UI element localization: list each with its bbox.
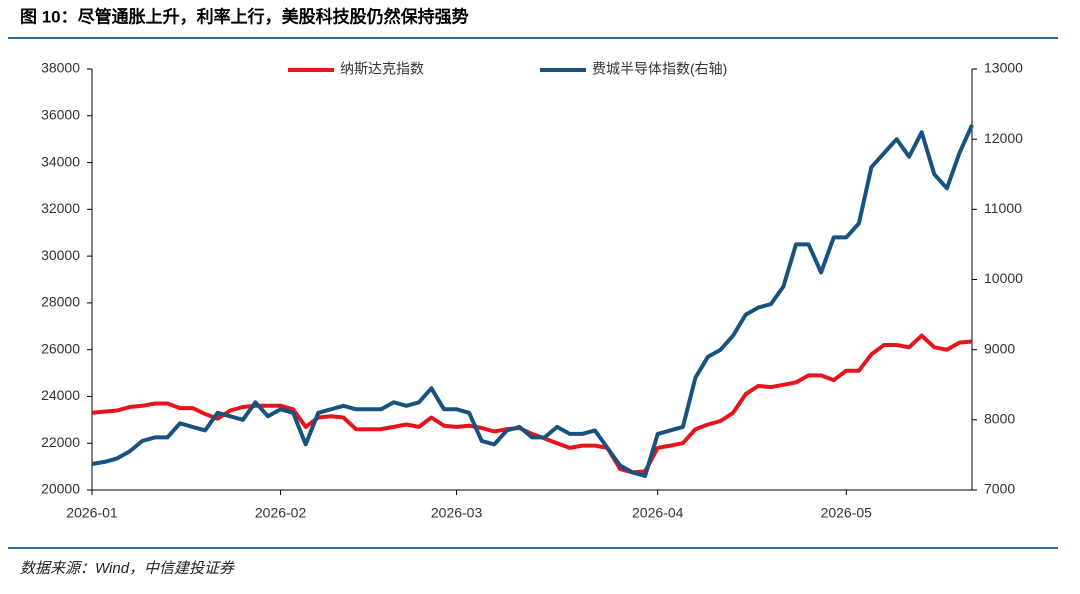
x-tick-label: 2026-02 xyxy=(255,505,307,521)
x-tick-label: 2026-04 xyxy=(632,505,684,521)
source: 数据来源：Wind，中信建投证券 xyxy=(20,560,235,577)
series-line xyxy=(91,333,973,475)
y2-tick-label: 9000 xyxy=(984,340,1015,356)
y2-tick-label: 11000 xyxy=(984,200,1022,216)
chart-title: 图 10：尽管通胀上升，利率上行，美股科技股仍然保持强势 xyxy=(20,6,469,26)
legend-label: 费城半导体指数(右轴) xyxy=(592,61,727,77)
x-tick-label: 2026-01 xyxy=(66,505,118,521)
y-tick-label: 20000 xyxy=(41,481,80,497)
y-tick-label: 26000 xyxy=(41,340,80,356)
y2-tick-label: 8000 xyxy=(984,411,1015,427)
y2-tick-label: 13000 xyxy=(984,60,1023,76)
y-tick-label: 32000 xyxy=(41,200,80,216)
y2-tick-label: 7000 xyxy=(984,481,1015,497)
y-tick-label: 36000 xyxy=(41,106,80,122)
y-tick-label: 28000 xyxy=(41,294,80,310)
y-tick-label: 22000 xyxy=(41,434,80,450)
y-tick-label: 38000 xyxy=(41,60,80,76)
y2-tick-label: 12000 xyxy=(984,130,1023,146)
y-tick-label: 34000 xyxy=(41,153,80,169)
y-tick-label: 24000 xyxy=(41,387,80,403)
series-line xyxy=(91,124,974,478)
y-tick-label: 30000 xyxy=(41,247,80,263)
y2-tick-label: 10000 xyxy=(984,270,1023,286)
x-tick-label: 2026-05 xyxy=(821,505,873,521)
legend-label: 纳斯达克指数 xyxy=(340,61,424,77)
x-tick-label: 2026-03 xyxy=(431,505,483,521)
